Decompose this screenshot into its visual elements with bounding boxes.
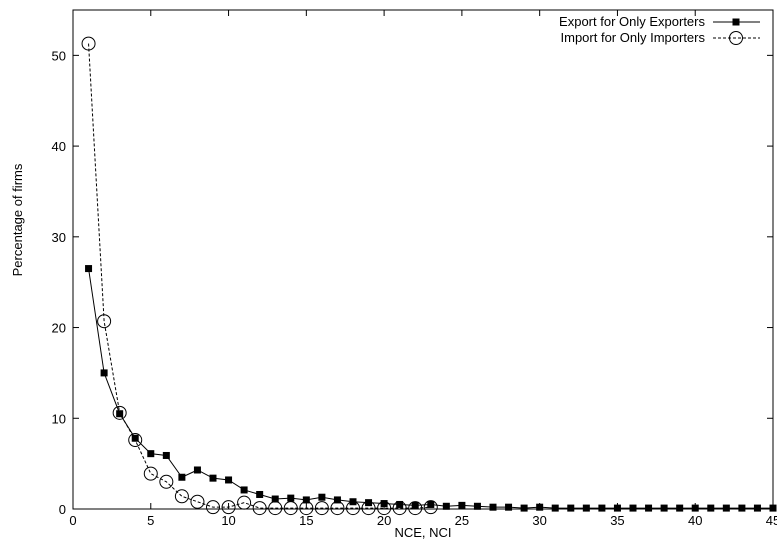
data-point — [707, 504, 715, 512]
data-point — [427, 500, 435, 508]
y-tick-label: 30 — [52, 230, 66, 245]
data-point — [423, 500, 438, 515]
data-point — [283, 501, 298, 516]
data-point — [753, 504, 761, 512]
data-point — [392, 501, 407, 516]
y-tick-label: 40 — [52, 139, 66, 154]
data-point — [442, 502, 450, 510]
data-point — [193, 466, 201, 474]
data-point — [551, 504, 559, 512]
data-point — [408, 501, 423, 516]
data-point — [676, 504, 684, 512]
data-point — [458, 501, 466, 509]
x-axis-label: NCE, NCI — [394, 525, 451, 540]
y-tick-label: 50 — [52, 48, 66, 63]
data-point — [268, 501, 283, 516]
series-line-0 — [88, 268, 773, 509]
data-point — [237, 495, 252, 510]
data-point — [314, 501, 329, 516]
data-point — [536, 503, 544, 511]
data-point — [302, 496, 310, 504]
data-point — [81, 36, 96, 51]
data-point — [738, 504, 746, 512]
data-point — [97, 314, 112, 329]
data-point — [128, 433, 143, 448]
x-tick-label: 30 — [532, 513, 546, 528]
y-tick-label: 0 — [59, 502, 66, 517]
x-tick-label: 10 — [221, 513, 235, 528]
data-point — [769, 504, 777, 512]
data-point — [256, 490, 264, 498]
x-tick-label: 35 — [610, 513, 624, 528]
data-point — [361, 501, 376, 516]
data-point — [377, 501, 392, 516]
data-point — [131, 434, 139, 442]
data-point — [252, 501, 267, 516]
data-point — [396, 500, 404, 508]
legend-marker-0 — [732, 18, 740, 26]
data-point — [318, 493, 326, 501]
legend-label-0: Export for Only Exporters — [559, 14, 705, 29]
y-tick-label: 10 — [52, 411, 66, 426]
data-point — [660, 504, 668, 512]
series-line-1 — [88, 43, 431, 509]
data-point — [190, 494, 205, 509]
data-point — [159, 474, 174, 489]
data-point — [567, 504, 575, 512]
data-point — [162, 451, 170, 459]
data-point — [143, 466, 158, 481]
data-point — [330, 501, 345, 516]
data-point — [85, 265, 93, 273]
data-point — [299, 501, 314, 516]
data-point — [174, 489, 189, 504]
y-axis-label: Percentage of firms — [10, 163, 25, 276]
data-point — [505, 503, 513, 511]
data-point — [112, 405, 127, 420]
legend-label-1: Import for Only Importers — [561, 30, 706, 45]
data-point — [489, 503, 497, 511]
series-1 — [81, 36, 438, 516]
x-tick-label: 15 — [299, 513, 313, 528]
data-point — [380, 500, 388, 508]
data-point — [178, 473, 186, 481]
data-point — [645, 504, 653, 512]
data-point — [147, 450, 155, 458]
series-layer — [81, 36, 777, 516]
x-tick-label: 5 — [147, 513, 154, 528]
series-0 — [85, 265, 777, 512]
data-point — [333, 496, 341, 504]
data-point — [598, 504, 606, 512]
data-point — [221, 500, 236, 515]
data-point — [582, 504, 590, 512]
data-point — [365, 499, 373, 507]
data-point — [613, 504, 621, 512]
data-point — [722, 504, 730, 512]
data-point — [520, 504, 528, 512]
data-point — [209, 474, 217, 482]
data-point — [271, 495, 279, 503]
data-point — [346, 501, 360, 516]
data-point — [225, 476, 233, 484]
tick-labels: 0 5 10 15 20 25 30 35 40 45 0 10 20 30 40 50 — [52, 48, 777, 528]
x-tick-label: 25 — [455, 513, 469, 528]
data-point — [206, 500, 220, 515]
x-tick-label: 0 — [69, 513, 76, 528]
axis-ticks — [72, 10, 774, 510]
y-tick-label: 20 — [52, 321, 66, 336]
x-tick-label: 20 — [377, 513, 391, 528]
data-point — [411, 501, 419, 509]
plot-frame — [72, 9, 774, 510]
x-tick-label: 40 — [688, 513, 702, 528]
data-point — [691, 504, 699, 512]
x-tick-label: 45 — [766, 513, 777, 528]
data-point — [473, 502, 481, 510]
legend-marker-1 — [729, 31, 743, 45]
data-point — [100, 369, 108, 377]
data-point — [240, 486, 248, 494]
data-point — [287, 494, 295, 502]
data-point — [629, 504, 637, 512]
